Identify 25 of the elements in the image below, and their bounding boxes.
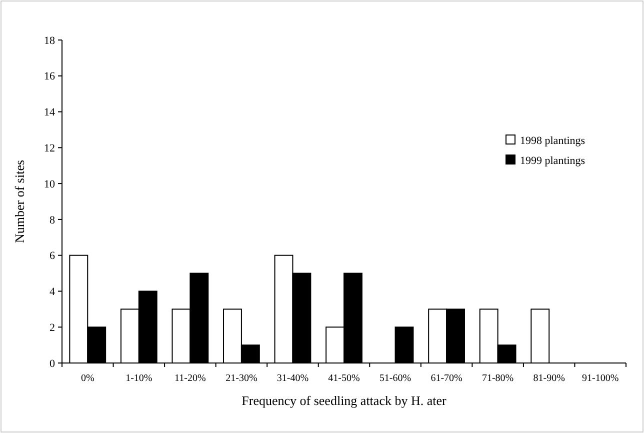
y-tick-label: 6	[50, 250, 56, 262]
x-tick-label: 21-30%	[226, 373, 258, 384]
y-tick-label: 12	[44, 142, 55, 155]
y-tick-label: 8	[50, 214, 56, 226]
x-tick-label: 1-10%	[126, 373, 152, 384]
y-axis-title: Number of sites	[12, 160, 27, 244]
y-tick-label: 18	[44, 34, 56, 47]
x-tick-label: 71-80%	[482, 373, 514, 384]
x-axis-title: Frequency of seedling attack by H. ater	[242, 393, 447, 408]
x-tick-label: 51-60%	[379, 373, 412, 384]
y-tick-label: 2	[50, 322, 55, 334]
legend-label: 1999 plantings	[520, 154, 586, 167]
x-tick-label: 91-100%	[582, 373, 619, 384]
legend-label: 1998 plantings	[520, 134, 586, 147]
x-tick-label: 31-40%	[276, 373, 309, 384]
x-tick-label: 11-20%	[174, 373, 206, 384]
y-tick-label: 10	[44, 178, 56, 190]
x-tick-label: 61-70%	[430, 373, 462, 384]
y-tick-label: 0	[50, 358, 56, 370]
x-tick-label: 0%	[80, 373, 94, 384]
y-tick-label: 4	[50, 286, 56, 298]
y-tick-label: 16	[44, 70, 56, 83]
y-tick-label: 14	[44, 106, 56, 119]
x-tick-label: 81-90%	[533, 373, 565, 384]
x-tick-label: 41-50%	[328, 373, 360, 384]
